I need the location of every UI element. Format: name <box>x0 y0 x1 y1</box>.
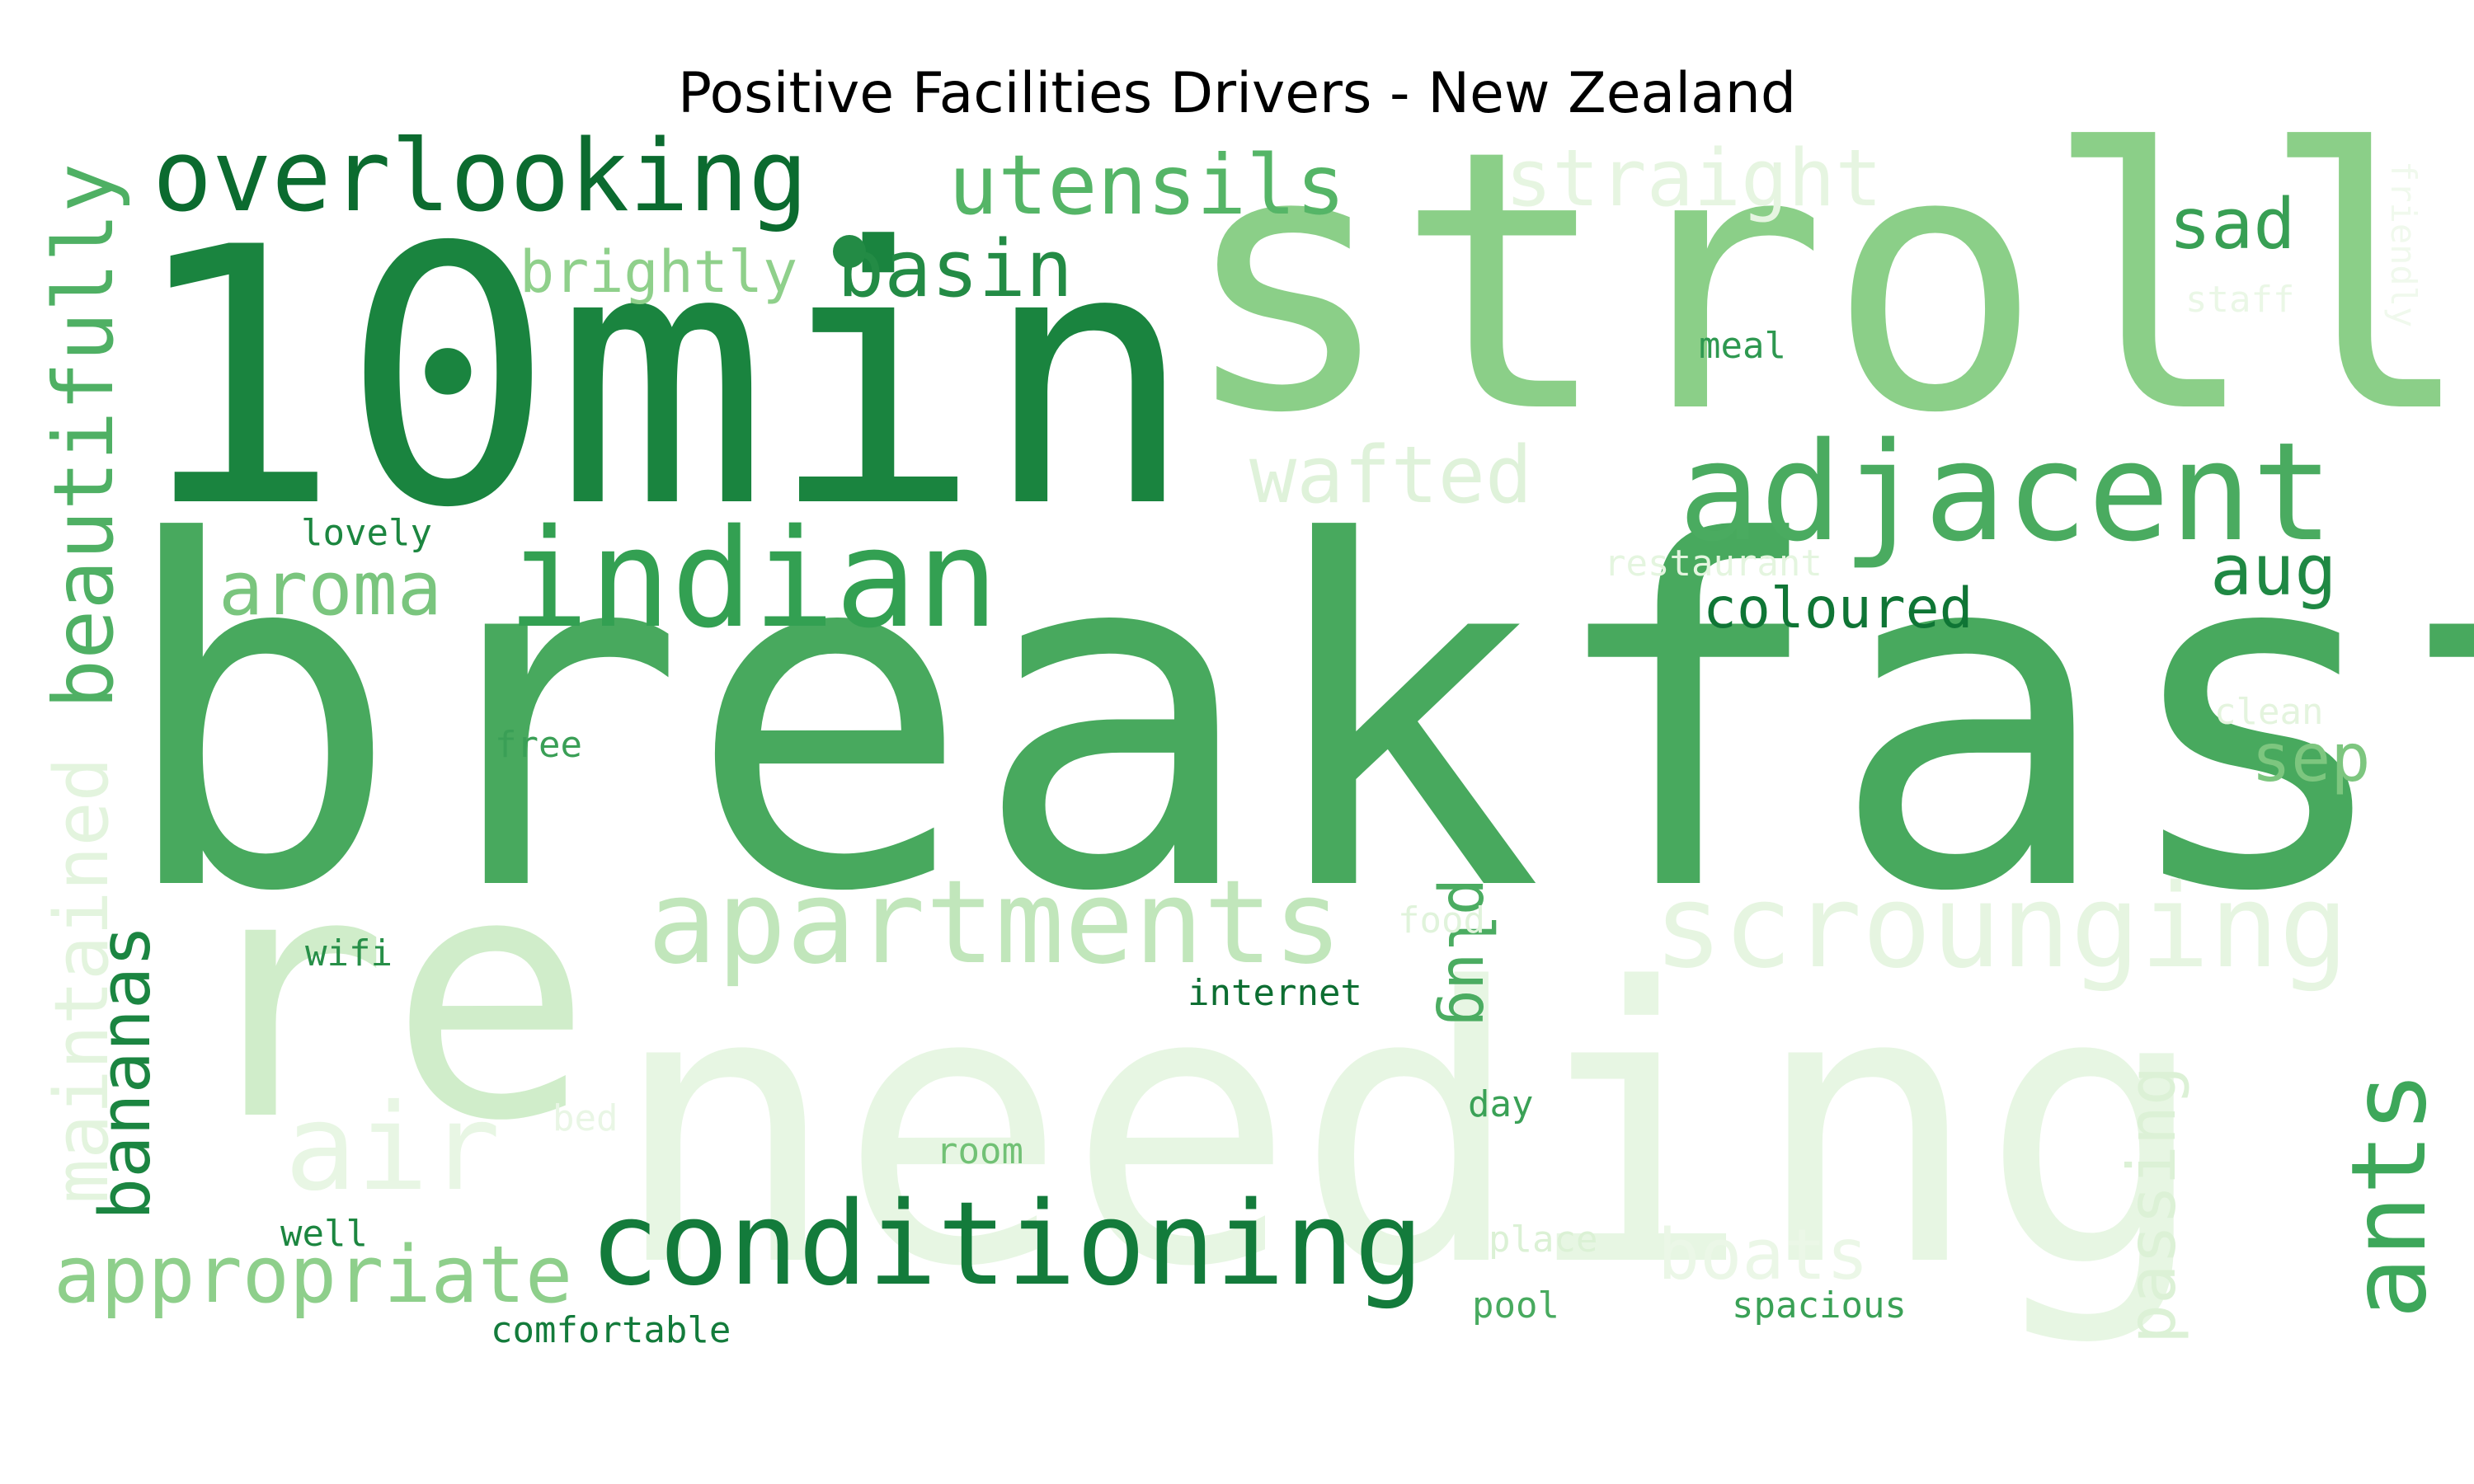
word-straight: straight <box>1505 134 1883 224</box>
word-bed: bed <box>553 1097 618 1139</box>
word-staff: staff <box>2185 279 2295 321</box>
word-free: free <box>495 724 582 766</box>
word-boats: boats <box>1658 1214 1869 1296</box>
word-utensils: utensils <box>948 137 1346 233</box>
word-internet: internet <box>1188 972 1362 1014</box>
word-scrounging: scrounging <box>1653 860 2349 994</box>
word-beautifully: beautifully <box>35 162 132 709</box>
word-sad: sad <box>2169 184 2296 265</box>
word-stroll: stroll <box>1179 73 2474 491</box>
word-comfortable: comfortable <box>491 1309 731 1351</box>
word-well: well <box>280 1213 368 1255</box>
word-room: room <box>936 1130 1023 1172</box>
word-10min: 10min <box>128 173 1196 585</box>
word-air: air <box>285 1078 501 1218</box>
word-passing: passing <box>2114 1065 2190 1344</box>
word-aroma: aroma <box>219 546 442 632</box>
word-wafted: wafted <box>1249 430 1533 521</box>
word-basin: basin <box>837 224 1073 315</box>
dot-mark <box>833 235 866 268</box>
word-meal: meal <box>1699 325 1786 367</box>
word-place: place <box>1489 1219 1598 1261</box>
word-overlooking: overlooking <box>153 120 808 234</box>
word-wifi: wifi <box>305 932 393 974</box>
word-bananas: bananas <box>85 924 167 1220</box>
word-appropriate: appropriate <box>54 1230 573 1321</box>
word-day: day <box>1468 1083 1534 1125</box>
word-ants: ants <box>2330 1070 2449 1319</box>
word-conditioning: conditioning <box>590 1177 1424 1312</box>
chart-title: Positive Facilities Drivers - New Zealan… <box>677 61 1797 126</box>
word-clean: clean <box>2214 691 2324 733</box>
word-needing: needing <box>610 909 2209 1350</box>
word-lovely: lovely <box>301 512 432 554</box>
word-aug: aug <box>2210 530 2337 612</box>
word-spacious: spacious <box>1732 1284 1907 1327</box>
word-restaurant: restaurant <box>1604 542 1823 585</box>
word-food: food <box>1398 899 1485 942</box>
word-re: re <box>186 801 593 1195</box>
word-coloured: coloured <box>1703 576 1973 641</box>
word-breakfast: breakfast <box>115 443 2474 995</box>
word-adjacent: adjacent <box>1678 413 2334 571</box>
word-sep: sep <box>2251 720 2371 796</box>
word-apartments: apartments <box>647 856 1343 990</box>
word-brightly: brightly <box>520 238 798 306</box>
word-friendly: friendly <box>2383 161 2424 328</box>
word-indian: indian <box>507 500 999 658</box>
word-pool: pool <box>1472 1284 1559 1327</box>
